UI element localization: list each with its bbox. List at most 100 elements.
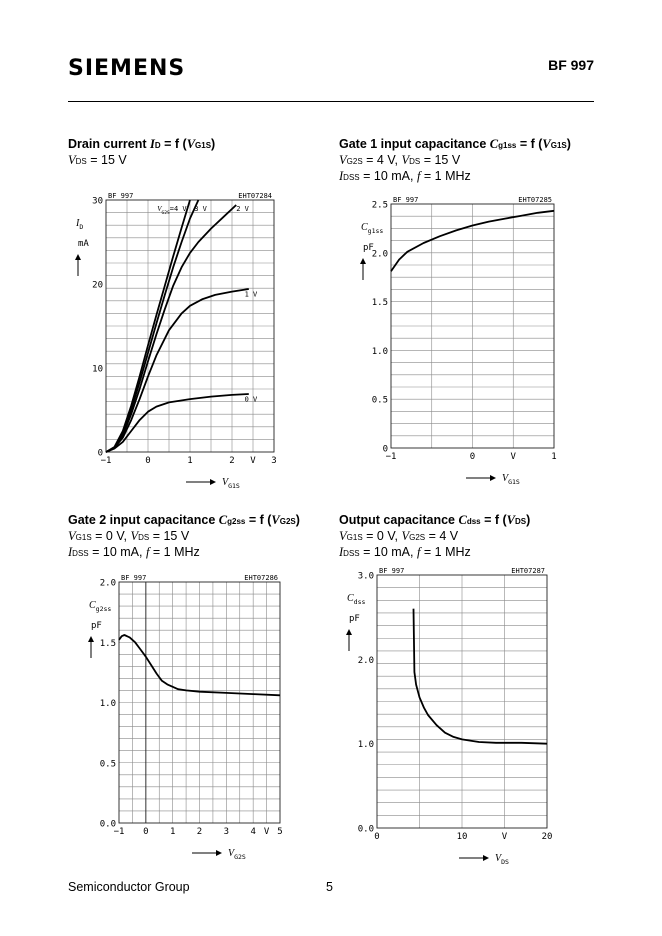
caption-conditions: VDS = 15 V (68, 153, 215, 169)
x-unit-label: V (502, 832, 508, 842)
caption-symbol-sub: g1ss (498, 141, 517, 150)
caption-close: ) (526, 513, 531, 527)
condition-symbol: I (339, 545, 344, 559)
condition-symbol: V (401, 529, 410, 543)
x-axis-label: VDS (495, 853, 509, 866)
series-annotation: 0 V (245, 396, 258, 404)
condition-line: VG1S = 0 V, VDS = 15 V (68, 529, 300, 545)
chart-tag-left: BF 997 (108, 192, 133, 200)
series-line (390, 209, 555, 272)
series-line (105, 199, 200, 453)
x-tick-label: 2 (229, 456, 234, 466)
condition-symbol-sub: DS (138, 533, 150, 542)
x-tick-label: 0 (143, 827, 148, 837)
y-tick-label: 20 (92, 281, 103, 291)
y-tick-label: 3.0 (358, 572, 374, 582)
x-tick-label: 1 (187, 456, 192, 466)
condition-text: = 10 mA, (359, 545, 417, 559)
caption-symbol: C (458, 513, 467, 527)
y-axis-unit: pF (91, 621, 102, 631)
series-line (118, 634, 281, 697)
x-tick-label: 1 (170, 827, 175, 837)
y-tick-label: 0 (383, 445, 388, 455)
x-tick-label: 10 (457, 832, 468, 842)
y-tick-label: 2.5 (372, 201, 388, 211)
y-tick-label: 1.5 (372, 298, 388, 308)
x-axis-label: VG2S (228, 848, 246, 861)
y-axis-unit: pF (349, 614, 360, 624)
y-tick-label: 30 (92, 197, 103, 207)
series-line (105, 199, 191, 453)
condition-text: = 1 MHz (149, 545, 200, 559)
caption-symbol-sub: dss (466, 517, 481, 526)
caption-arg-sub: G1S (550, 141, 567, 150)
x-tick-label: 5 (277, 827, 282, 837)
x-axis-arrow-icon (490, 475, 496, 481)
plot-frame (390, 203, 555, 449)
y-tick-label: 0.5 (100, 759, 116, 769)
chart-tag-left: BF 997 (393, 196, 418, 204)
y-axis-unit: mA (78, 239, 89, 249)
caption-title: Drain current (68, 137, 147, 151)
x-unit-label: V (511, 452, 517, 462)
condition-symbol-sub: G1S (75, 533, 92, 542)
plot-frame (118, 581, 281, 824)
y-axis-arrow-icon (75, 254, 81, 260)
condition-line: IDSS = 10 mA, f = 1 MHz (339, 545, 530, 561)
y-tick-label: 2.0 (372, 249, 388, 259)
condition-symbol: I (339, 169, 344, 183)
part-number: BF 997 (548, 57, 594, 73)
header-rule (68, 101, 594, 102)
caption-symbol-sub: D (154, 141, 161, 150)
caption-eq: = f ( (245, 513, 272, 527)
condition-text: = 15 V (420, 153, 461, 167)
caption-title: Gate 1 input capacitance (339, 137, 487, 151)
condition-symbol: V (339, 529, 347, 543)
condition-symbol-sub: DS (409, 157, 421, 166)
x-tick-label: 4 (250, 827, 255, 837)
caption-symbol-sub: g2ss (227, 517, 246, 526)
caption-close: ) (295, 513, 300, 527)
caption-arg-sub: DS (515, 517, 527, 526)
caption-symbol: I (149, 137, 155, 151)
x-tick-label: −1 (114, 827, 125, 837)
series-line (105, 393, 249, 453)
condition-symbol-sub: G1S (346, 533, 363, 542)
page-number: 5 (326, 880, 333, 894)
caption-symbol: C (218, 513, 228, 527)
condition-symbol-sub: G2S (346, 157, 363, 166)
y-tick-label: 1.0 (372, 347, 388, 357)
condition-text: = 0 V, (362, 529, 402, 543)
caption-eq: = f ( (516, 137, 543, 151)
x-tick-label: 0 (374, 832, 379, 842)
caption-title-line: Output capacitance Cdss = f (VDS) (339, 513, 530, 529)
chart-caption: Gate 1 input capacitance Cg1ss = f ( V G1S… (339, 137, 571, 185)
series-annotation: 1 V (245, 291, 258, 299)
chart-caption: Output capacitance Cdss = f (VDS) VG1S =… (339, 513, 530, 561)
caption-eq: = f ( (160, 137, 187, 151)
caption-symbol: C (489, 137, 499, 151)
chart-tag-right: EHT07286 (244, 574, 278, 582)
x-tick-label: 0 (470, 452, 475, 462)
caption-conditions: VG1S = 0 V, VG2S = 4 V IDSS = 10 mA, f = … (339, 529, 530, 561)
series-line (105, 288, 249, 453)
footer-company: Semiconductor Group (68, 880, 190, 894)
condition-line: VG2S = 4 V, VDS = 15 V (339, 153, 571, 169)
x-unit-label: V (250, 456, 256, 466)
condition-symbol: f (416, 169, 421, 183)
condition-symbol-sub: DSS (72, 549, 89, 558)
x-tick-label: 0 (145, 456, 150, 466)
chart-tag-left: BF 997 (379, 567, 404, 575)
condition-symbol: f (145, 545, 150, 559)
condition-symbol-sub: G2S (409, 533, 426, 542)
chart-caption: Drain current ID = f (VG1S) VDS = 15 V (68, 137, 215, 169)
condition-text: = 1 MHz (420, 545, 471, 559)
x-tick-label: 20 (542, 832, 553, 842)
y-axis-arrow-icon (88, 636, 94, 642)
condition-symbol: V (339, 153, 347, 167)
condition-text: = 10 mA, (359, 169, 417, 183)
condition-text: = 10 mA, (88, 545, 146, 559)
caption-conditions: VG2S = 4 V, VDS = 15 V IDSS = 10 mA, f = … (339, 153, 571, 185)
condition-symbol: V (130, 529, 139, 543)
